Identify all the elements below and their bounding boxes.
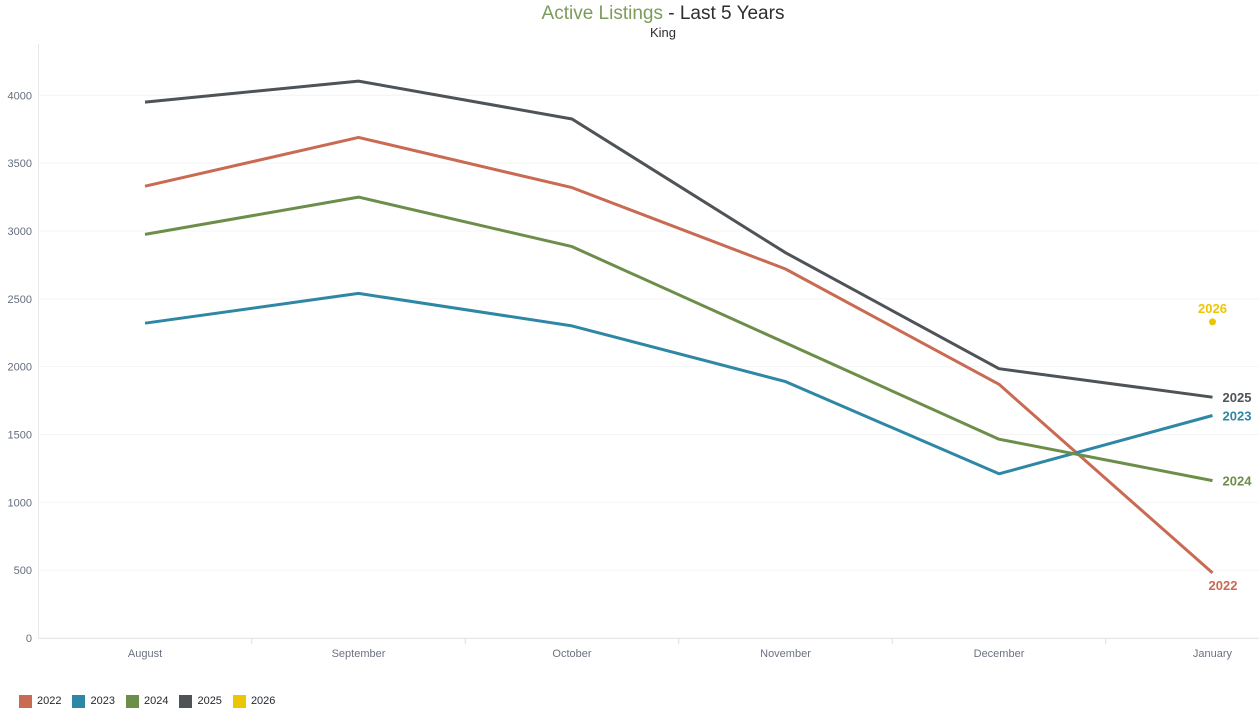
x-axis-label: October xyxy=(552,648,591,660)
series-line-2024 xyxy=(144,195,1213,483)
legend-swatch-2022-icon xyxy=(19,695,32,708)
series-end-label-2026: 2026 xyxy=(1198,301,1227,316)
y-axis-tick-label: 1500 xyxy=(8,429,32,441)
series-end-label-2022: 2022 xyxy=(1209,578,1238,593)
chart-subtitle: King xyxy=(649,25,677,40)
series-end-label-2024: 2024 xyxy=(1223,474,1253,489)
y-axis-tick-label: 0 xyxy=(26,633,32,645)
legend-item-2025[interactable]: 2025 xyxy=(179,695,222,708)
y-axis-tick-label: 2500 xyxy=(8,294,32,306)
chart-title-rest: - Last 5 Years xyxy=(662,3,785,24)
series-line-2023 xyxy=(144,291,1213,476)
series-line-2022 xyxy=(144,135,1214,575)
chart-header: Active Listings - Last 5 Years King xyxy=(67,3,1259,41)
series-marker-2026 xyxy=(1209,318,1216,326)
y-axis-tick-label: 2000 xyxy=(8,362,32,374)
y-axis-tick-label: 500 xyxy=(14,565,32,577)
legend-item-2023[interactable]: 2023 xyxy=(72,695,115,708)
legend-swatch-2026-icon xyxy=(232,695,246,708)
legend-item-2024[interactable]: 2024 xyxy=(125,695,169,708)
legend-swatch-2023-icon xyxy=(72,695,86,708)
x-axis-label: November xyxy=(760,648,811,660)
legend-label-2022: 2022 xyxy=(37,695,62,707)
legend-label-2025: 2025 xyxy=(197,695,222,707)
series-line-2025 xyxy=(144,79,1213,399)
x-axis-label: January xyxy=(1193,648,1233,660)
line-chart-plot-area: 0 500 1000 1500 2000 2500 3000 3500 4000 August Se… xyxy=(8,44,1259,660)
chart-legend: 2022 2023 2024 2025 2026 xyxy=(19,695,275,708)
legend-label-2024: 2024 xyxy=(143,695,169,707)
x-axis-label: September xyxy=(332,648,386,660)
legend-swatch-2025-icon xyxy=(179,695,193,708)
legend-item-2026[interactable]: 2026 xyxy=(232,695,276,708)
y-axis-tick-label: 3000 xyxy=(8,226,32,238)
x-axis-label: August xyxy=(128,648,162,660)
series-end-label-2025: 2025 xyxy=(1223,390,1252,405)
legend-item-2022[interactable]: 2022 xyxy=(19,695,61,708)
series-end-label-2023: 2023 xyxy=(1223,408,1252,423)
chart-title: Active Listings - Last 5 Years xyxy=(67,3,1259,25)
chart-title-highlight: Active Listings xyxy=(541,3,663,24)
y-axis-tick-label: 4000 xyxy=(8,90,32,102)
legend-swatch-2024-icon xyxy=(125,695,139,708)
legend-label-2026: 2026 xyxy=(250,695,276,707)
x-axis-label: December xyxy=(974,648,1025,660)
y-axis-tick-label: 1000 xyxy=(8,497,32,509)
legend-label-2023: 2023 xyxy=(90,695,115,707)
y-axis-tick-label: 3500 xyxy=(8,158,32,170)
